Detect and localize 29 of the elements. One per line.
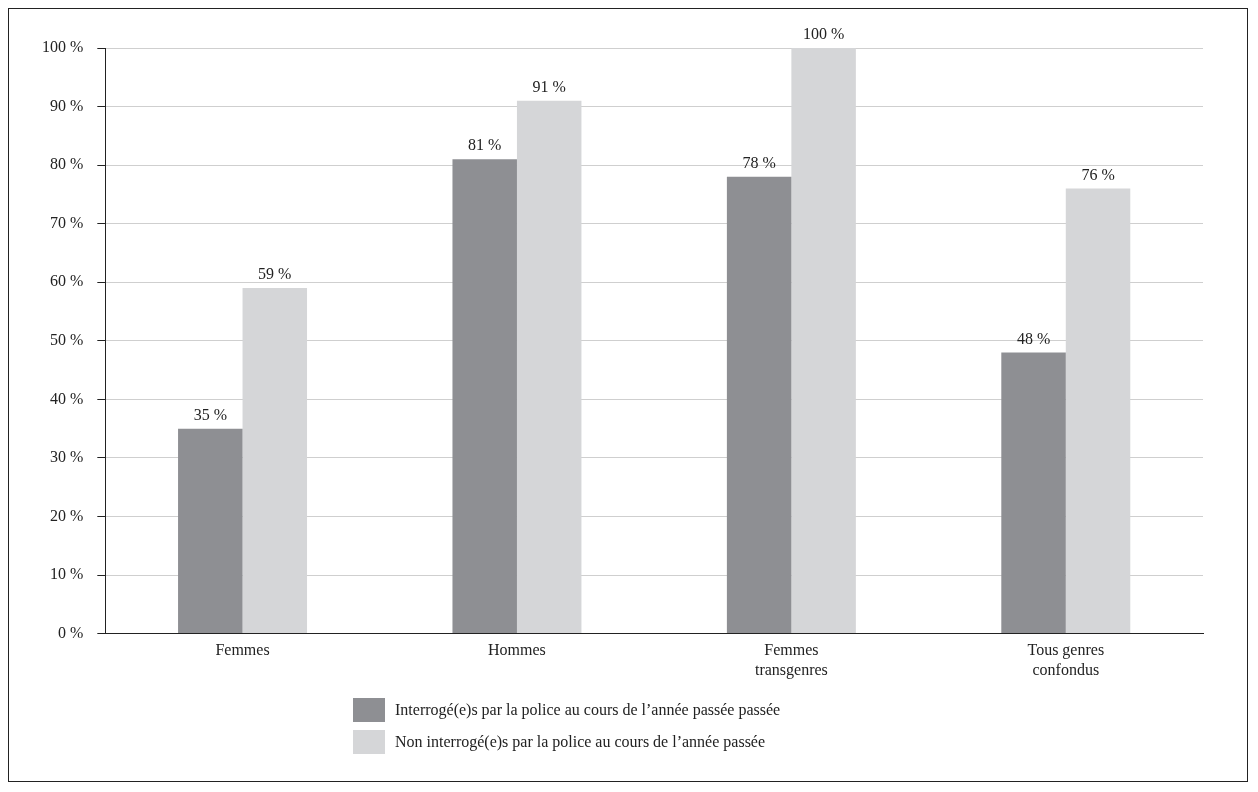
y-tick-label: 90 % xyxy=(50,96,84,114)
y-tick-label: 0 % xyxy=(58,623,84,641)
x-tick-label: Femmes transgenres xyxy=(754,641,828,679)
x-tick-label: Tous genres confondus xyxy=(1027,641,1105,678)
x-tick-label: Hommes xyxy=(488,641,546,659)
y-tick-label: 10 % xyxy=(50,565,84,583)
y-tick-label: 50 % xyxy=(50,331,84,348)
data-label: 48 % xyxy=(1016,329,1051,347)
bar xyxy=(178,428,243,634)
data-label: 91 % xyxy=(532,77,566,95)
data-label: 35 % xyxy=(193,405,227,423)
y-tick-label: 40 % xyxy=(50,389,84,407)
data-label: 76 % xyxy=(1081,165,1115,183)
bar xyxy=(1001,352,1066,634)
data-label: 81 % xyxy=(468,136,502,154)
data-label: 100 % xyxy=(802,25,845,43)
y-tick-label: 80 % xyxy=(50,155,84,173)
y-tick-label: 60 % xyxy=(50,272,84,290)
legend-label: Interrogé(e)s par la police au cours de l’année passée passée xyxy=(395,701,781,719)
data-label: 78 % xyxy=(742,154,776,172)
data-label: 59 % xyxy=(258,265,292,283)
bar xyxy=(726,176,792,634)
y-tick-label: 20 % xyxy=(50,506,84,524)
y-tick-label: 100 % xyxy=(42,38,84,56)
legend-label: Non interrogé(e)s par la police au cours de l’année passée xyxy=(395,733,766,751)
y-tick-label: 30 % xyxy=(50,448,84,466)
y-tick-label: 70 % xyxy=(50,213,84,231)
bar xyxy=(452,159,517,634)
x-tick-label: Femmes xyxy=(215,641,270,659)
